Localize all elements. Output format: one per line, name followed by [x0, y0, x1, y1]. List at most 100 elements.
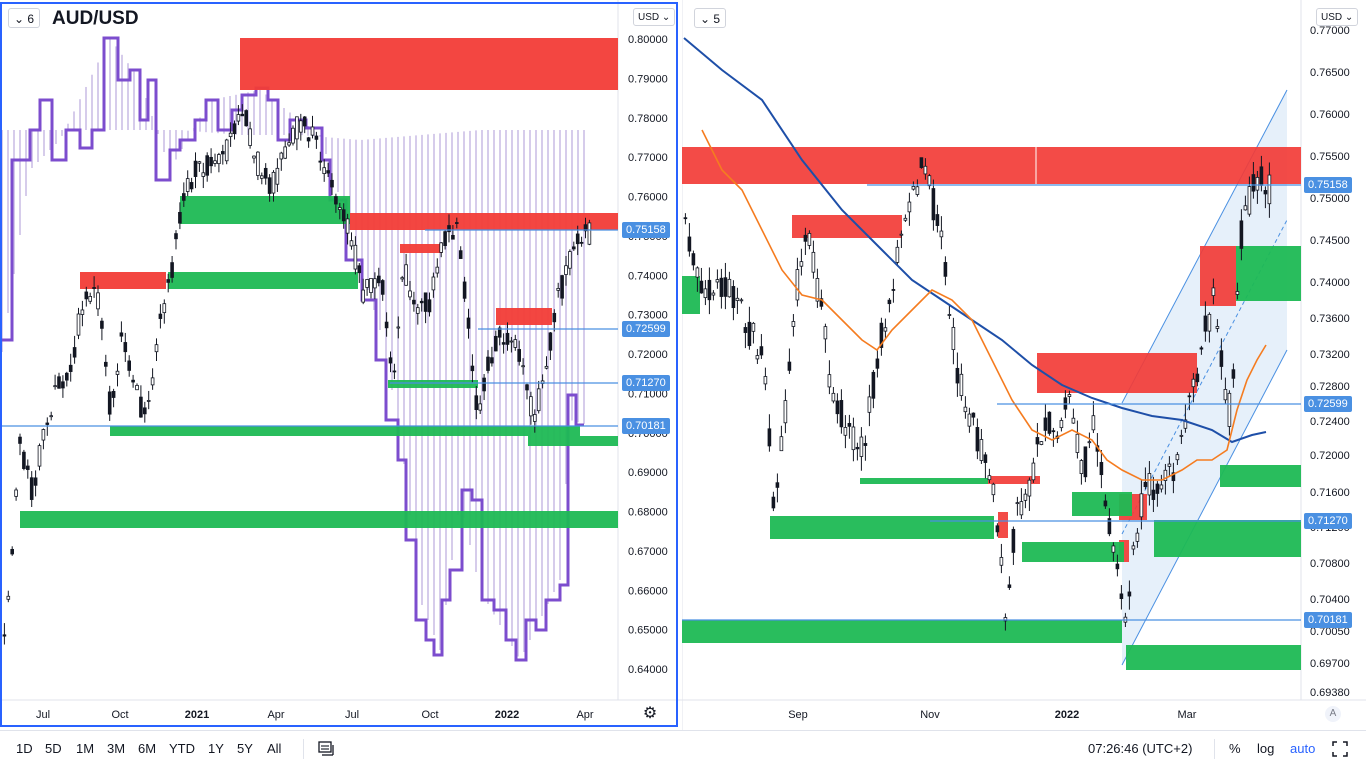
currency-button-left[interactable]: USD ⌄: [633, 8, 676, 26]
candle-body: [755, 355, 760, 360]
candle-body: [564, 265, 568, 275]
range-button-6m[interactable]: 6M: [138, 741, 157, 756]
candle-body: [29, 477, 34, 500]
candle-body: [1199, 347, 1204, 350]
gear-icon[interactable]: ⚙: [642, 705, 658, 722]
candle-body: [711, 292, 716, 296]
range-button-3m[interactable]: 3M: [107, 741, 126, 756]
range-button-1d[interactable]: 1D: [16, 741, 33, 756]
candle-body: [185, 178, 190, 192]
candle-body: [330, 179, 334, 188]
fullscreen-icon[interactable]: [1332, 741, 1348, 757]
candle-body: [84, 291, 89, 300]
y-axis-tick-label: 0.70050: [1310, 626, 1350, 638]
candle-body: [935, 214, 940, 226]
candle-body: [807, 233, 812, 246]
candle-body: [1003, 617, 1008, 622]
candle-body: [691, 253, 696, 266]
candle-body: [517, 349, 521, 362]
candle-body: [1159, 484, 1164, 490]
candle-body: [1155, 483, 1160, 494]
candle-body: [1087, 441, 1092, 444]
clock[interactable]: 07:26:46 (UTC+2): [1088, 741, 1193, 756]
candle-body: [759, 346, 764, 356]
candle-body: [189, 182, 194, 190]
candle-body: [115, 370, 120, 375]
range-button-5d[interactable]: 5D: [45, 741, 62, 756]
demand-zone: [388, 380, 478, 388]
candle-body: [139, 396, 143, 418]
candle-body: [783, 400, 788, 424]
candle-body: [1195, 373, 1200, 383]
y-axis-tick-label: 0.67000: [628, 546, 668, 558]
candle-body: [232, 123, 237, 135]
candle-body: [158, 313, 163, 319]
candle-body: [482, 377, 486, 392]
candle-body: [470, 365, 475, 372]
range-button-all[interactable]: All: [267, 741, 282, 756]
auto-toggle[interactable]: auto: [1290, 741, 1316, 756]
candle-body: [486, 356, 490, 371]
candle-body: [1187, 395, 1192, 398]
price-level-label: 0.72599: [622, 321, 670, 337]
candle-body: [525, 384, 529, 391]
candle-body: [400, 277, 404, 280]
candle-body: [376, 275, 381, 284]
demand-zone: [20, 511, 618, 528]
percent-toggle[interactable]: %: [1229, 741, 1241, 756]
right-chart-canvas[interactable]: 0.77000 0.76500 0.76000 0.75500 0.75000 0.745…: [682, 0, 1366, 730]
log-toggle[interactable]: log: [1257, 741, 1275, 756]
candle-body: [1207, 313, 1212, 332]
y-axis-tick-label: 0.73600: [1310, 313, 1350, 325]
candle-body: [552, 312, 557, 323]
left-chart-pane[interactable]: 0.800000.790000.780000.770000.760000.750…: [0, 0, 682, 730]
range-button-5y[interactable]: 5Y: [237, 741, 253, 756]
left-chart-canvas[interactable]: 0.800000.790000.780000.770000.760000.750…: [0, 0, 682, 730]
candle-body: [1215, 326, 1220, 329]
candle-body: [33, 477, 38, 486]
candle-body: [213, 160, 217, 164]
compare-icon[interactable]: [317, 739, 335, 757]
candle-body: [971, 412, 976, 418]
candle-body: [252, 155, 256, 159]
supply-zone: [400, 244, 442, 253]
candle-body: [521, 365, 525, 368]
layout-badge-right[interactable]: ⌄ 5: [694, 8, 727, 28]
candle-body: [529, 396, 533, 417]
candle-body: [14, 489, 18, 497]
candle-body: [1043, 417, 1048, 431]
candle-body: [959, 373, 964, 396]
symbol-title[interactable]: AUD/USD: [52, 8, 139, 29]
candle-body: [412, 299, 416, 305]
x-axis-tick-label: Oct: [421, 709, 438, 721]
candle-body: [334, 196, 338, 205]
candle-body: [337, 207, 342, 210]
candle-body: [283, 146, 287, 159]
candle-body: [947, 314, 952, 316]
candle-body: [302, 116, 307, 127]
right-chart-pane[interactable]: 0.77000 0.76500 0.76000 0.75500 0.75000 0.745…: [682, 0, 1366, 730]
currency-button-right[interactable]: USD ⌄: [1316, 8, 1359, 26]
layout-badge-left[interactable]: ⌄ 6: [8, 8, 41, 28]
range-button-ytd[interactable]: YTD: [169, 741, 195, 756]
x-axis-tick-label: Mar: [1178, 709, 1197, 721]
auto-scale-badge[interactable]: A: [1325, 706, 1341, 722]
candle-body: [1075, 433, 1080, 453]
y-axis-tick-label: 0.77000: [628, 152, 668, 164]
candle-body: [771, 496, 776, 509]
range-button-1y[interactable]: 1Y: [208, 741, 224, 756]
candle-body: [1183, 419, 1188, 429]
candle-body: [220, 151, 225, 155]
candle-body: [435, 266, 440, 274]
price-level-label: 0.75158: [1304, 177, 1352, 193]
candle-body: [871, 371, 876, 399]
candle-body: [497, 327, 502, 338]
y-axis-tick-label: 0.74500: [1310, 235, 1350, 247]
y-axis-tick-label: 0.69000: [628, 467, 668, 479]
candle-body: [1139, 493, 1144, 518]
candle-body: [855, 446, 860, 450]
supply-zone: [682, 147, 1301, 184]
candle-body: [1067, 394, 1072, 397]
range-button-1m[interactable]: 1M: [76, 741, 95, 756]
candle-body: [779, 436, 784, 452]
